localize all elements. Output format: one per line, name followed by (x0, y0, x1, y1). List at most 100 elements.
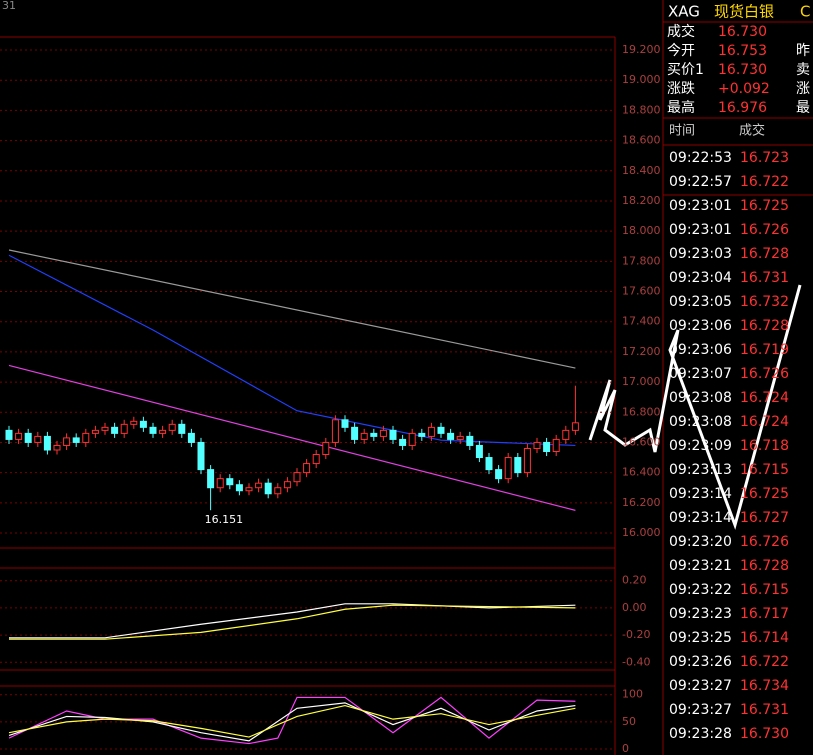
trade-price: 16.722 (740, 654, 789, 670)
indicator-line (8, 364, 576, 511)
candle-body (139, 420, 147, 428)
trade-time: 09:23:04 (669, 270, 732, 286)
y-tick-label: 18.200 (622, 194, 661, 207)
candle-body (514, 457, 522, 474)
trade-price: 16.728 (740, 558, 789, 574)
y-tick-label: 100 (622, 688, 643, 701)
quote-label: 最高 (667, 99, 695, 116)
quote-value: 16.730 (718, 24, 767, 40)
trade-time: 09:23:21 (669, 558, 732, 574)
trade-price: 16.730 (740, 726, 789, 742)
y-tick-label: 50 (622, 715, 636, 728)
candle-body (91, 429, 99, 434)
trade-price: 16.731 (740, 702, 789, 718)
y-tick-label: 19.200 (622, 43, 661, 56)
candle-body (475, 444, 483, 459)
trade-time: 09:23:05 (669, 294, 732, 310)
candle-body (111, 426, 119, 434)
quote-label: 昨 (796, 43, 810, 59)
candle-body (523, 447, 531, 474)
candle-body (351, 426, 359, 440)
trade-price: 16.719 (740, 342, 789, 358)
quote-extra: C (800, 3, 810, 21)
candle-body (293, 472, 301, 483)
y-tick-label: 17.800 (622, 254, 661, 267)
candle-body (207, 469, 215, 489)
candle-body (72, 437, 80, 443)
trade-price: 16.724 (740, 390, 789, 406)
indicator-line (8, 702, 576, 742)
candle-body (341, 419, 349, 428)
candle-body (24, 432, 32, 443)
quote-label: 涨 (796, 81, 810, 97)
trade-time: 09:23:13 (669, 462, 732, 478)
drawn-arrows (588, 284, 802, 530)
candle-body (274, 487, 282, 495)
trade-time: 09:23:06 (669, 342, 732, 358)
candle-body (34, 435, 42, 443)
y-tick-label: 16.600 (622, 435, 661, 448)
trade-time: 09:23:01 (669, 222, 732, 238)
candle-body (303, 463, 311, 474)
candle-body (226, 478, 234, 486)
y-tick-label: 18.400 (622, 164, 661, 177)
indicator-line (8, 704, 576, 738)
trade-price: 16.725 (740, 486, 789, 502)
trade-price: 16.731 (740, 270, 789, 286)
candle-body (360, 432, 368, 440)
candle-body (255, 482, 263, 489)
candle-body (178, 423, 186, 434)
trade-price: 16.726 (740, 366, 789, 382)
quote-code: XAG (668, 3, 700, 21)
trade-time: 09:23:14 (669, 510, 732, 526)
trades-header: 成交 (739, 123, 765, 139)
candle-body (283, 481, 291, 489)
y-tick-label: 18.600 (622, 134, 661, 147)
y-tick-label: 16.800 (622, 405, 661, 418)
indicator-line (9, 603, 576, 639)
candle-body (159, 429, 167, 434)
trade-time: 09:23:08 (669, 390, 732, 406)
candle-body (5, 429, 13, 440)
trade-time: 09:23:26 (669, 654, 732, 670)
trade-time: 09:23:22 (669, 582, 732, 598)
candle-body (149, 426, 157, 434)
candle-body (571, 422, 579, 431)
trade-time: 09:23:03 (669, 246, 732, 262)
trade-time: 09:23:07 (669, 366, 732, 382)
quote-label: 买价1 (667, 62, 704, 78)
trade-time: 09:23:08 (669, 414, 732, 430)
quote-name: 现货白银 (714, 3, 774, 21)
candle-body (495, 469, 503, 480)
quote-label: 涨跌 (667, 81, 695, 97)
candle-body (43, 435, 51, 451)
candle-body (427, 426, 435, 437)
trade-time: 09:23:25 (669, 630, 732, 646)
trade-price: 16.734 (740, 678, 789, 694)
candle-body (216, 478, 224, 489)
candle-body (264, 482, 272, 495)
candle-body (389, 429, 397, 440)
trade-price: 16.732 (740, 294, 789, 310)
trade-price: 16.728 (740, 318, 789, 334)
trade-price: 16.724 (740, 414, 789, 430)
candle-body (101, 426, 109, 431)
candle-body (543, 441, 551, 452)
candle-body (168, 423, 176, 431)
candle-body (466, 435, 474, 446)
candle-body (197, 441, 205, 471)
y-tick-label: 18.800 (622, 103, 661, 116)
candle-body (408, 432, 416, 446)
y-tick-label: 17.000 (622, 375, 661, 388)
candle-body (15, 432, 23, 440)
trade-price: 16.718 (740, 438, 789, 454)
indicator-line (8, 254, 576, 447)
quote-value: 16.753 (718, 43, 767, 59)
trades-header: 时间 (669, 124, 695, 139)
low-annotation: 16.151 (205, 513, 244, 526)
y-tick-label: 16.000 (622, 526, 661, 539)
quote-label: 卖 (796, 62, 810, 78)
